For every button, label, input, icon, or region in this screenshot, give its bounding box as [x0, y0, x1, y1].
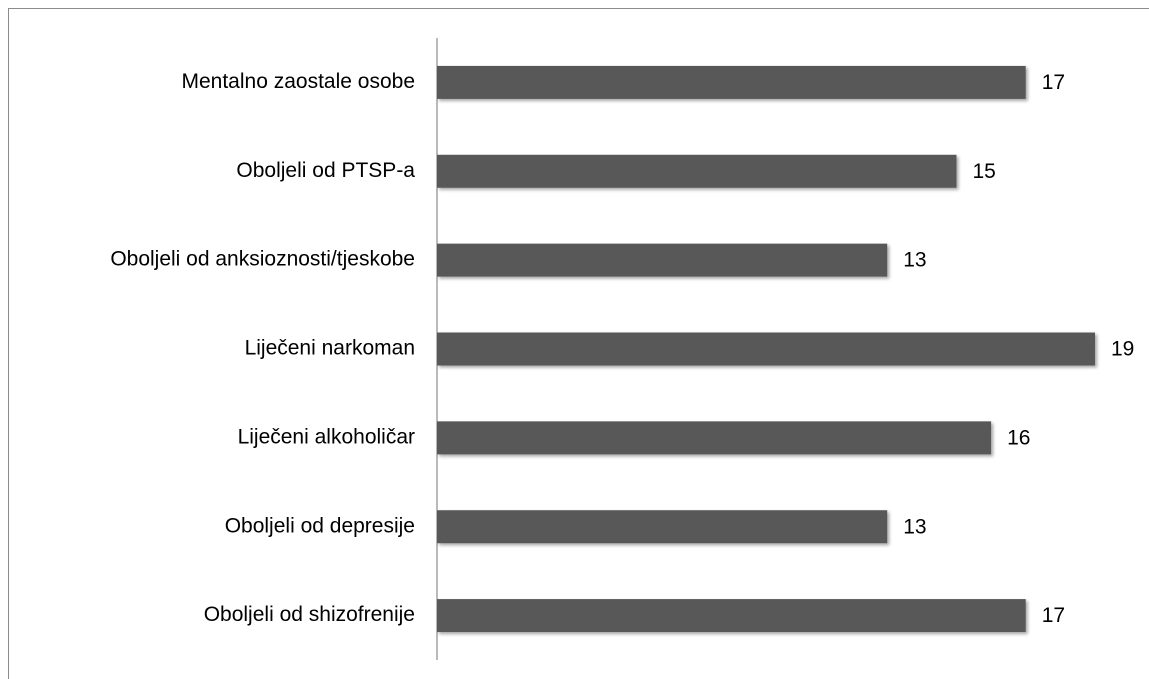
category-label: Liječeni narkoman — [245, 337, 415, 360]
category-label: Liječeni alkoholičar — [238, 425, 415, 448]
data-label: 19 — [1111, 338, 1134, 361]
data-label: 13 — [903, 249, 926, 272]
bar — [437, 510, 888, 544]
data-label: 13 — [903, 515, 926, 538]
bar — [437, 421, 992, 455]
data-label: 16 — [1007, 426, 1030, 449]
data-label: 15 — [972, 160, 995, 183]
bar — [437, 243, 888, 277]
category-label: Oboljeli od depresije — [225, 514, 415, 537]
bar — [437, 332, 1095, 366]
bar — [437, 599, 1026, 633]
bar — [437, 154, 957, 188]
bar — [437, 65, 1026, 99]
chart-frame — [8, 8, 1149, 679]
data-label: 17 — [1042, 604, 1065, 627]
category-label: Oboljeli od shizofrenije — [204, 603, 415, 626]
category-label: Oboljeli od anksioznosti/tjeskobe — [110, 248, 415, 271]
data-label: 17 — [1042, 71, 1065, 94]
category-label: Mentalno zaostale osobe — [182, 70, 416, 93]
category-label: Oboljeli od PTSP-a — [236, 159, 415, 182]
